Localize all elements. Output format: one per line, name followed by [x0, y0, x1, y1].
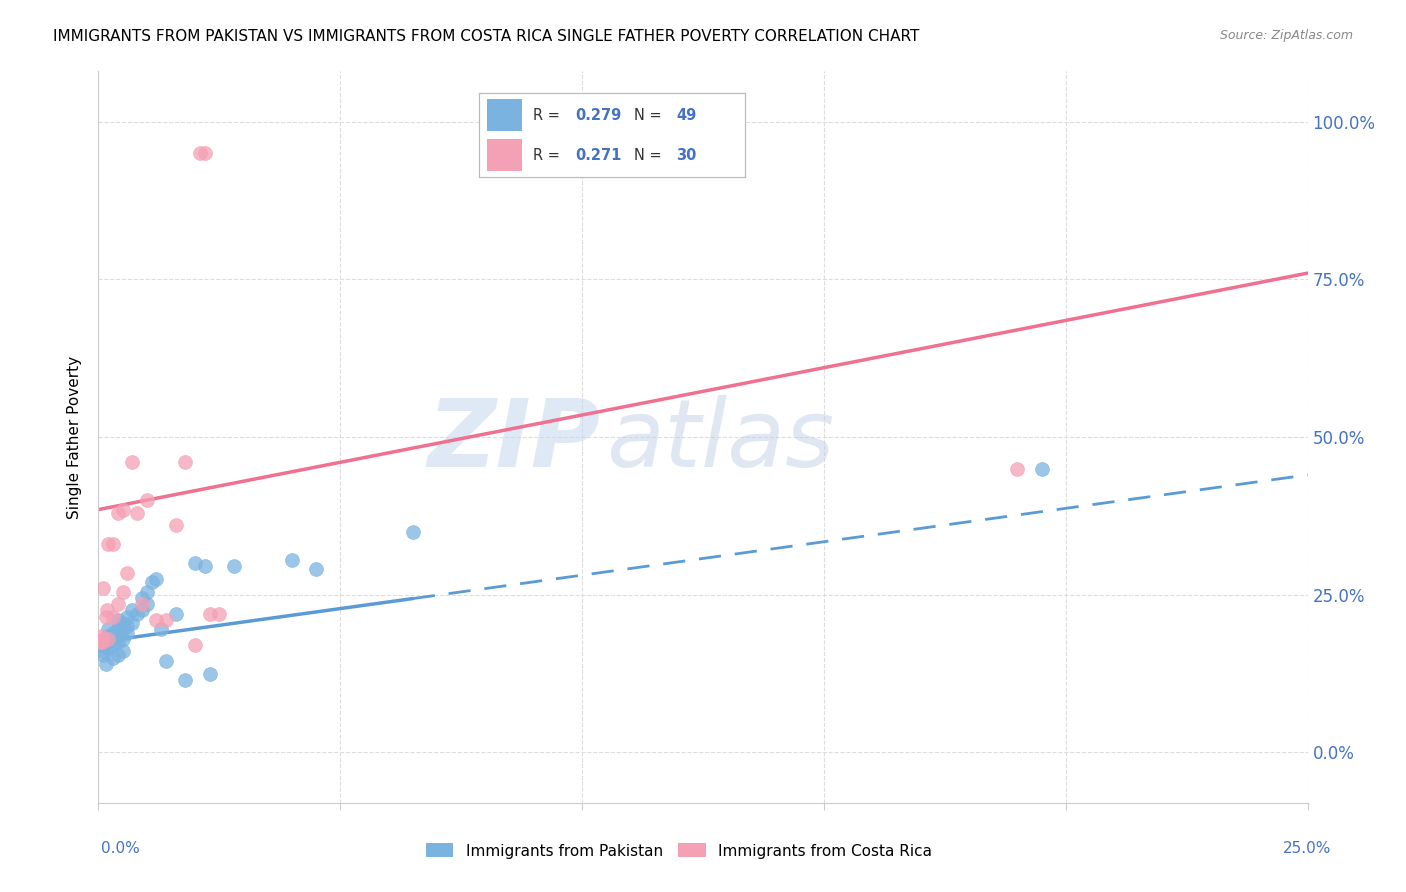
Point [145, 613, 167, 627]
Point [111, 644, 134, 658]
Point [305, 562, 328, 576]
Point [111, 632, 134, 646]
Point [208, 607, 231, 621]
Text: 0.0%: 0.0% [101, 841, 141, 856]
Point [194, 146, 217, 161]
Point [135, 493, 157, 508]
Text: atlas: atlas [606, 395, 835, 486]
Point [1031, 461, 1053, 475]
Point [402, 524, 425, 539]
Point [1007, 461, 1029, 475]
Point [135, 597, 157, 611]
Point [96, 603, 118, 617]
Point [222, 559, 245, 574]
Point [111, 616, 134, 631]
Point [141, 575, 163, 590]
Point [155, 654, 177, 668]
Point [188, 146, 211, 161]
Point [94, 609, 117, 624]
Point [121, 616, 143, 631]
Point [174, 455, 197, 469]
Point [198, 666, 221, 681]
Point [90, 638, 112, 652]
Point [107, 648, 129, 662]
Point [97, 537, 120, 551]
Point [111, 623, 134, 637]
Point [90, 629, 112, 643]
Text: ZIP: ZIP [427, 395, 600, 487]
Point [131, 591, 153, 605]
Point [91, 632, 114, 646]
Point [127, 607, 149, 621]
Point [117, 566, 139, 580]
Point [165, 518, 187, 533]
Point [111, 502, 134, 516]
Point [117, 625, 139, 640]
Point [111, 584, 134, 599]
Point [107, 506, 129, 520]
Point [174, 673, 197, 687]
Point [184, 556, 207, 570]
Point [89, 635, 111, 649]
Text: Source: ZipAtlas.com: Source: ZipAtlas.com [1219, 29, 1353, 42]
Point [101, 629, 124, 643]
Point [97, 629, 120, 643]
Point [97, 635, 120, 649]
Point [91, 635, 114, 649]
Point [94, 657, 117, 671]
Point [91, 635, 114, 649]
Point [97, 632, 120, 646]
Legend: Immigrants from Pakistan, Immigrants from Costa Rica: Immigrants from Pakistan, Immigrants fro… [420, 838, 938, 864]
Point [101, 537, 124, 551]
Point [91, 582, 114, 596]
Point [107, 635, 129, 649]
Point [91, 644, 114, 658]
Point [131, 603, 153, 617]
Point [97, 623, 120, 637]
Point [121, 603, 143, 617]
Point [127, 506, 149, 520]
Point [165, 607, 187, 621]
Point [97, 641, 120, 656]
Point [135, 584, 157, 599]
Point [145, 572, 167, 586]
Point [101, 650, 124, 665]
Point [155, 613, 177, 627]
Point [281, 553, 304, 567]
Point [131, 597, 153, 611]
Y-axis label: Single Father Poverty: Single Father Poverty [67, 356, 83, 518]
Point [101, 638, 124, 652]
Text: 25.0%: 25.0% [1284, 841, 1331, 856]
Point [198, 607, 221, 621]
Point [117, 609, 139, 624]
Point [101, 632, 124, 646]
Point [107, 623, 129, 637]
Point [101, 609, 124, 624]
Point [117, 619, 139, 633]
Point [121, 455, 143, 469]
Point [91, 638, 114, 652]
Point [107, 613, 129, 627]
Point [107, 597, 129, 611]
Point [150, 623, 173, 637]
Point [194, 559, 217, 574]
Point [107, 629, 129, 643]
Point [184, 638, 207, 652]
Point [94, 632, 117, 646]
Point [101, 625, 124, 640]
Text: IMMIGRANTS FROM PAKISTAN VS IMMIGRANTS FROM COSTA RICA SINGLE FATHER POVERTY COR: IMMIGRANTS FROM PAKISTAN VS IMMIGRANTS F… [53, 29, 920, 44]
Point [91, 648, 114, 662]
